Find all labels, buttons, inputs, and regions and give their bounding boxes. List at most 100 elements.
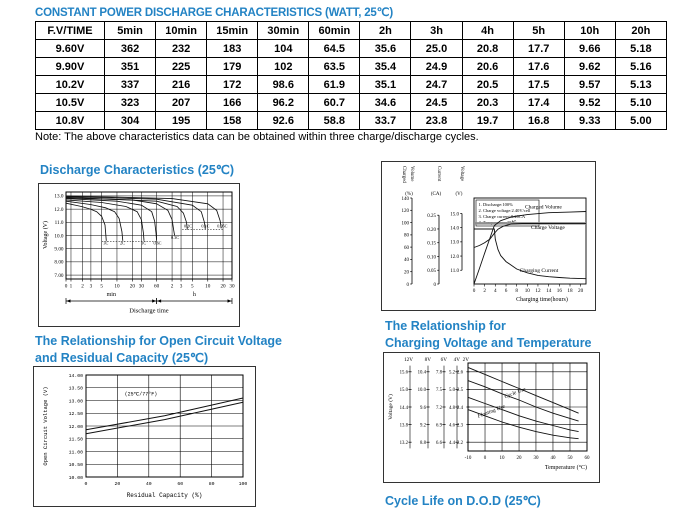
svg-text:3. Charge current:0.20CA: 3. Charge current:0.20CA <box>479 214 526 219</box>
data-cell: 35.4 <box>359 57 412 76</box>
table-row: 10.5V 323 207 166 96.2 60.7 34.6 24.5 20.3 17.4 9.… <box>35 93 668 112</box>
data-cell: 20.3 <box>461 93 514 112</box>
column-header: 4h <box>461 21 514 40</box>
table-row: 9.90V 351 225 179 102 63.5 35.4 24.9 20.6 17.6 9.6… <box>35 57 668 76</box>
svg-text:0.1C: 0.1C <box>201 223 209 228</box>
section-title-cycle-life: Cycle Life on D.O.D (25℃) <box>385 494 541 508</box>
svg-text:0: 0 <box>85 481 88 487</box>
data-cell: 25.0 <box>410 39 463 58</box>
svg-text:60: 60 <box>154 284 160 290</box>
svg-text:100: 100 <box>239 481 248 487</box>
svg-text:7.5: 7.5 <box>436 388 443 393</box>
data-cell: 158 <box>206 111 259 130</box>
column-header: 3h <box>410 21 463 40</box>
svg-text:3C: 3C <box>103 241 108 246</box>
data-cell: 9.66 <box>563 39 616 58</box>
svg-text:14.4: 14.4 <box>400 406 409 411</box>
svg-text:20: 20 <box>220 284 226 290</box>
svg-text:20: 20 <box>517 456 523 461</box>
data-cell: 225 <box>155 57 208 76</box>
section-title-ocv-line1: The Relationship for Open Circuit Voltag… <box>35 334 283 348</box>
svg-text:2.3: 2.3 <box>457 423 464 428</box>
svg-text:0.05: 0.05 <box>427 269 436 274</box>
svg-text:6V: 6V <box>441 357 448 363</box>
svg-text:(CA): (CA) <box>431 192 442 197</box>
data-cell: 61.9 <box>308 75 361 94</box>
svg-text:Current: Current <box>436 166 441 182</box>
svg-text:2. Charge voltage:2.40V/cell: 2. Charge voltage:2.40V/cell <box>479 208 532 213</box>
data-cell: 23.8 <box>410 111 463 130</box>
svg-text:50: 50 <box>567 456 573 461</box>
svg-text:8V: 8V <box>425 357 432 363</box>
svg-text:80: 80 <box>209 481 215 487</box>
svg-text:5.2: 5.2 <box>449 371 456 376</box>
svg-text:16: 16 <box>557 288 563 294</box>
charging-voltage-temperature-chart: -10 0 10 20 30 40 50 60 12V 15.6 15.0 14.4 13.8 13.2 8… <box>383 352 600 483</box>
data-cell: 5.13 <box>614 75 668 94</box>
svg-text:Residual Capacity (%): Residual Capacity (%) <box>127 492 203 499</box>
svg-text:15.0: 15.0 <box>450 212 459 217</box>
column-header: 2h <box>359 21 412 40</box>
svg-text:1: 1 <box>70 284 73 290</box>
svg-text:10: 10 <box>114 284 120 290</box>
svg-text:2: 2 <box>483 288 486 294</box>
svg-text:8.8: 8.8 <box>420 441 427 446</box>
svg-text:Charge Voltage: Charge Voltage <box>531 225 565 231</box>
data-cell: 104 <box>257 39 310 58</box>
svg-text:0: 0 <box>407 283 410 288</box>
svg-text:15.0: 15.0 <box>400 388 409 393</box>
data-cell: 5.18 <box>614 39 668 58</box>
data-cell: 9.52 <box>563 93 616 112</box>
row-header: 10.8V <box>35 111 105 130</box>
data-cell: 337 <box>103 75 157 94</box>
data-cell: 33.7 <box>359 111 412 130</box>
data-cell: 92.6 <box>257 111 310 130</box>
svg-text:12: 12 <box>535 288 541 294</box>
data-cell: 24.9 <box>410 57 463 76</box>
section-title-discharge: Discharge Characteristics (25℃) <box>40 163 234 177</box>
svg-text:6.6: 6.6 <box>436 441 443 446</box>
svg-text:-10: -10 <box>465 456 472 461</box>
svg-text:h: h <box>193 292 196 298</box>
svg-text:20: 20 <box>578 288 584 294</box>
svg-text:12V: 12V <box>404 357 413 363</box>
svg-text:13.00: 13.00 <box>69 398 84 404</box>
data-cell: 5.10 <box>614 93 668 112</box>
svg-text:0.05C: 0.05C <box>217 223 227 228</box>
data-cell: 172 <box>206 75 259 94</box>
data-cell: 60.7 <box>308 93 361 112</box>
svg-text:4.8: 4.8 <box>449 406 456 411</box>
svg-text:60: 60 <box>585 456 591 461</box>
svg-text:12.0: 12.0 <box>450 255 459 260</box>
data-cell: 9.33 <box>563 111 616 130</box>
svg-text:8.00: 8.00 <box>54 260 63 266</box>
svg-text:4V: 4V <box>454 357 461 363</box>
svg-text:10.50: 10.50 <box>69 462 84 468</box>
table-row: 10.2V 337 216 172 98.6 61.9 35.1 24.7 20.5 17.5 9.… <box>35 75 668 94</box>
svg-text:15.6: 15.6 <box>400 371 409 376</box>
svg-text:2: 2 <box>81 284 84 290</box>
data-cell: 362 <box>103 39 157 58</box>
data-cell: 58.8 <box>308 111 361 130</box>
data-cell: 20.6 <box>461 57 514 76</box>
svg-text:9.00: 9.00 <box>54 247 63 253</box>
svg-text:10.00: 10.00 <box>69 475 84 481</box>
svg-text:2C: 2C <box>120 241 125 246</box>
data-cell: 323 <box>103 93 157 112</box>
section-title-charging-temp-line2: Charging Voltage and Temperature <box>385 335 592 350</box>
svg-text:60: 60 <box>177 481 183 487</box>
data-cell: 195 <box>155 111 208 130</box>
svg-text:10.4: 10.4 <box>418 371 427 376</box>
svg-text:2.4: 2.4 <box>457 406 464 411</box>
svg-text:8: 8 <box>515 288 518 294</box>
svg-text:2.5: 2.5 <box>457 388 464 393</box>
svg-text:Cycle Use: Cycle Use <box>504 386 528 400</box>
svg-text:30: 30 <box>139 284 145 290</box>
data-cell: 179 <box>206 57 259 76</box>
page-title: CONSTANT POWER DISCHARGE CHARACTERISTICS… <box>35 7 393 19</box>
svg-text:60: 60 <box>404 246 410 251</box>
svg-text:0.15: 0.15 <box>427 242 436 247</box>
svg-text:10: 10 <box>205 284 211 290</box>
svg-text:0.3C: 0.3C <box>171 235 179 240</box>
svg-text:0.10: 0.10 <box>427 255 436 260</box>
